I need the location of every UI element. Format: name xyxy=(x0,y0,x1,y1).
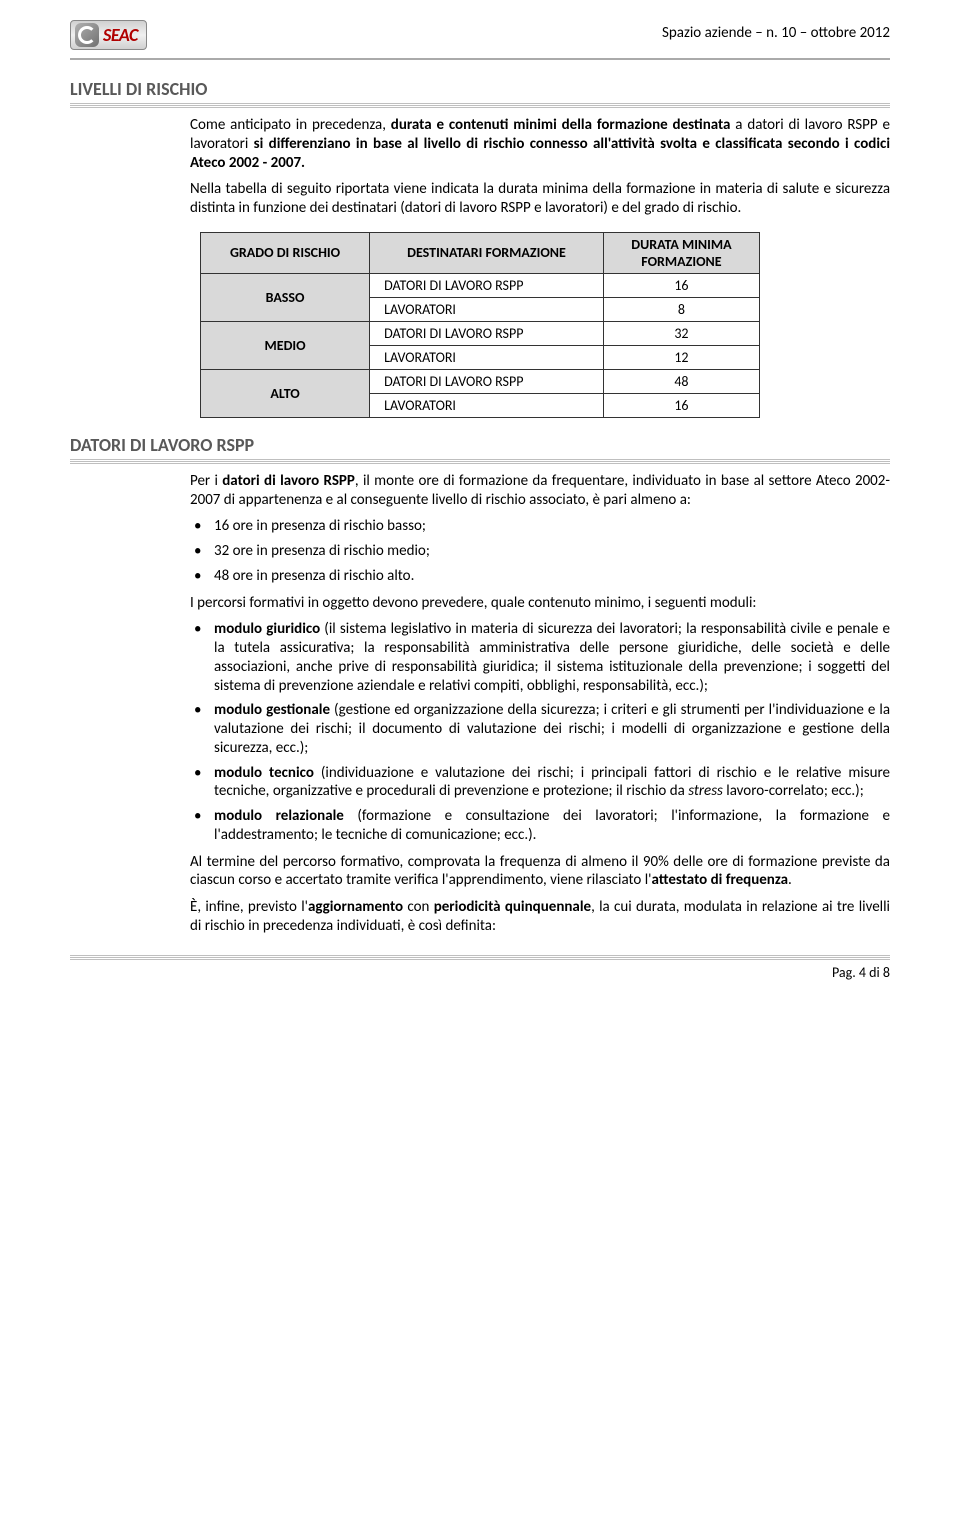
heading-rule xyxy=(70,458,890,464)
section-heading-datori: DATORI DI LAVORO RSPP xyxy=(70,434,890,456)
section-heading-livelli: LIVELLI DI RISCHIO xyxy=(70,78,890,100)
text-run: È, infine, previsto l' xyxy=(190,898,308,916)
para-intro-1: Come anticipato in precedenza, durata e … xyxy=(190,116,890,172)
page-footer: Pag. 4 di 8 xyxy=(70,954,890,981)
list-item-modulo-gestionale: modulo gestionale (gestione ed organizza… xyxy=(190,701,890,757)
table-cell: 48 xyxy=(603,369,759,393)
para-datori-intro: Per i datori di lavoro RSPP, il monte or… xyxy=(190,472,890,510)
th-destinatari: DESTINATARI FORMAZIONE xyxy=(370,232,604,273)
text-bold: attestato di frequenza xyxy=(651,871,788,889)
text-bold: periodicità quinquennale xyxy=(434,898,591,916)
table-cell: DATORI DI LAVORO RSPP xyxy=(370,321,604,345)
logo-text: SEAC xyxy=(103,24,138,46)
text-italic: stress xyxy=(688,782,723,800)
grade-basso: BASSO xyxy=(201,273,370,321)
text-bold: aggiornamento xyxy=(308,898,403,916)
text-bold: modulo giuridico xyxy=(214,620,320,638)
text-bold: modulo relazionale xyxy=(214,807,344,825)
text-bold: durata e contenuti minimi della formazio… xyxy=(391,116,731,134)
table-cell: LAVORATORI xyxy=(370,345,604,369)
grade-alto: ALTO xyxy=(201,369,370,417)
list-item-modulo-relazionale: modulo relazionale (formazione e consult… xyxy=(190,807,890,845)
table-cell: DATORI DI LAVORO RSPP xyxy=(370,369,604,393)
para-closing-1: Al termine del percorso formativo, compr… xyxy=(190,853,890,891)
table-cell: 8 xyxy=(603,297,759,321)
list-item: 32 ore in presenza di rischio medio; xyxy=(190,542,890,561)
text-run: lavoro-correlato; ecc.); xyxy=(723,782,864,800)
th-line1: DURATA MINIMA xyxy=(631,236,731,253)
para-intro-2: Nella tabella di seguito riportata viene… xyxy=(190,180,890,218)
th-line2: FORMAZIONE xyxy=(641,253,721,270)
text-run: con xyxy=(403,898,434,916)
header-issue-text: Spazio aziende – n. 10 – ottobre 2012 xyxy=(662,20,890,42)
text-run: Per i xyxy=(190,472,222,490)
table-cell: 16 xyxy=(603,273,759,297)
list-item: 16 ore in presenza di rischio basso; xyxy=(190,517,890,536)
page-number: Pag. 4 di 8 xyxy=(70,964,890,981)
para-closing-2: È, infine, previsto l'aggiornamento con … xyxy=(190,898,890,936)
hours-list: 16 ore in presenza di rischio basso; 32 … xyxy=(190,517,890,585)
grade-medio: MEDIO xyxy=(201,321,370,369)
text-bold: datori di lavoro RSPP xyxy=(222,472,355,490)
footer-rule xyxy=(70,954,890,960)
text-run: Come anticipato in precedenza, xyxy=(190,116,391,134)
page-header: SEAC Spazio aziende – n. 10 – ottobre 20… xyxy=(70,20,890,50)
list-item-modulo-giuridico: modulo giuridico (il sistema legislativo… xyxy=(190,620,890,695)
risk-table: GRADO DI RISCHIO DESTINATARI FORMAZIONE … xyxy=(200,232,760,418)
logo-icon xyxy=(75,23,99,47)
table-cell: LAVORATORI xyxy=(370,297,604,321)
text-run: . xyxy=(788,871,792,889)
text-bold: modulo tecnico xyxy=(214,764,314,782)
modules-list: modulo giuridico (il sistema legislativo… xyxy=(190,620,890,844)
logo: SEAC xyxy=(70,20,147,50)
heading-rule xyxy=(70,102,890,108)
th-grado: GRADO DI RISCHIO xyxy=(201,232,370,273)
list-item-modulo-tecnico: modulo tecnico (individuazione e valutaz… xyxy=(190,764,890,802)
header-underline xyxy=(70,58,890,60)
table-cell: 32 xyxy=(603,321,759,345)
para-modules-intro: I percorsi formativi in oggetto devono p… xyxy=(190,594,890,613)
list-item: 48 ore in presenza di rischio alto. xyxy=(190,567,890,586)
table-cell: 16 xyxy=(603,393,759,417)
text-bold: si differenziano in base al livello di r… xyxy=(190,135,890,172)
th-durata: DURATA MINIMA FORMAZIONE xyxy=(603,232,759,273)
document-page: SEAC Spazio aziende – n. 10 – ottobre 20… xyxy=(0,0,960,1011)
table-cell: LAVORATORI xyxy=(370,393,604,417)
table-cell: DATORI DI LAVORO RSPP xyxy=(370,273,604,297)
table-cell: 12 xyxy=(603,345,759,369)
text-bold: modulo gestionale xyxy=(214,701,330,719)
